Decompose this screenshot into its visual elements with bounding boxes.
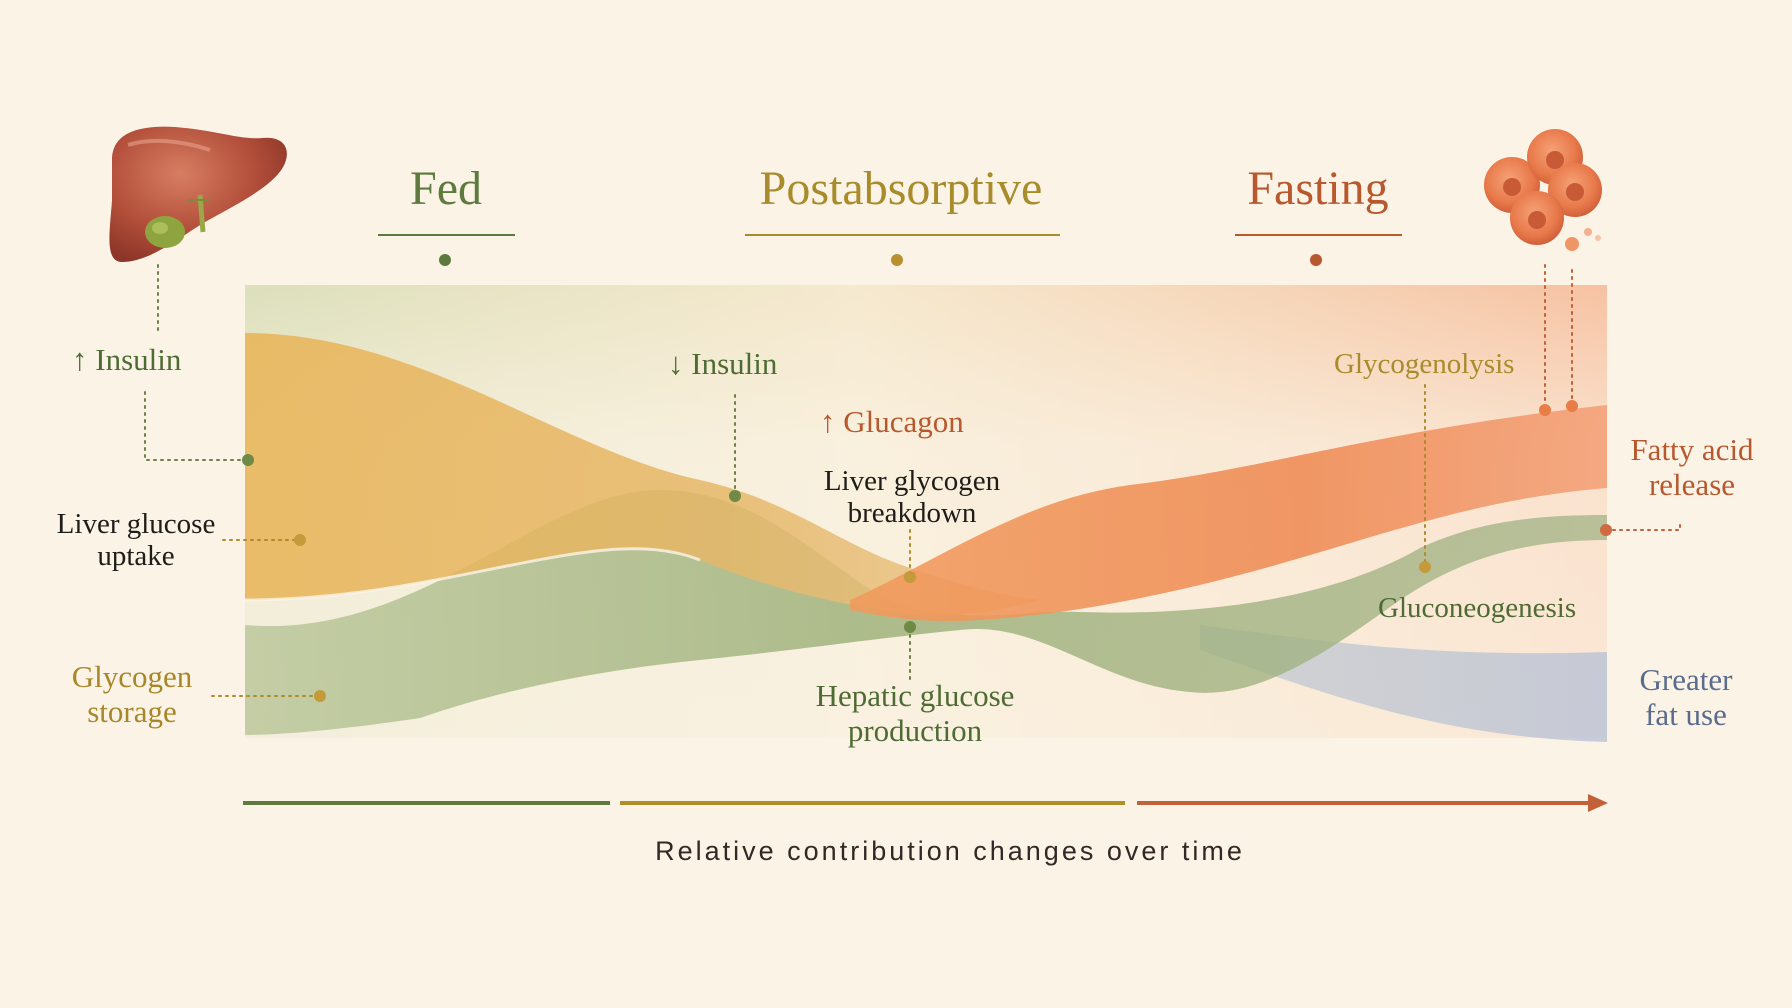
label-glucagon-up: ↑ Glucagon — [820, 404, 964, 439]
label-liver-glucose-uptake-line1: Liver glucose — [56, 508, 216, 540]
marker-insulin-down — [729, 490, 741, 502]
postabsorptive-dot — [891, 254, 903, 266]
marker-hepatic-glucose-production — [904, 621, 916, 633]
phase-title-fed: Fed — [410, 162, 482, 215]
label-glycogen-storage-line2: storage — [87, 693, 177, 729]
fat-cells-icon — [1484, 129, 1602, 251]
axis-arrowhead — [1588, 794, 1608, 812]
label-fatty-acid-release: Fatty acid release — [1630, 432, 1754, 502]
fasting-dot — [1310, 254, 1322, 266]
label-liver-glucose-uptake: Liver glucose uptake — [57, 508, 216, 573]
orange-band — [850, 405, 1607, 622]
gold-band — [245, 333, 1040, 616]
fed-dot — [439, 254, 451, 266]
marker-fatty-acid-release — [1600, 524, 1612, 536]
label-fatty-acid-release-line2: release — [1648, 466, 1736, 502]
label-glycogenolysis: Glycogenolysis — [1334, 348, 1515, 380]
label-hepatic-glucose-production-line2: production — [847, 712, 983, 748]
label-hepatic-glucose-production-line1: Hepatic glucose — [815, 678, 1015, 713]
label-liver-glycogen-breakdown-line2: breakdown — [847, 497, 977, 530]
liver-icon — [109, 126, 287, 262]
label-glycogen-storage: Glycogen storage — [71, 659, 193, 729]
label-greater-fat-use: Greater fat use — [1639, 662, 1733, 732]
phase-title-fasting: Fasting — [1247, 162, 1389, 215]
axis-caption: Relative contribution changes over time — [655, 836, 1245, 866]
label-gluconeogenesis: Gluconeogenesis — [1378, 592, 1577, 624]
marker-glycogenolysis — [1419, 561, 1431, 573]
label-fatty-acid-release-line1: Fatty acid — [1630, 432, 1754, 467]
phase-title-postabsorptive: Postabsorptive — [759, 162, 1043, 215]
marker-liver-glycogen-breakdown — [904, 571, 916, 583]
label-liver-glucose-uptake-line2: uptake — [97, 540, 175, 573]
label-insulin-up: ↑ Insulin — [72, 342, 182, 377]
label-greater-fat-use-line1: Greater — [1639, 662, 1733, 697]
marker-fatty-acid-a — [1539, 404, 1551, 416]
label-greater-fat-use-line2: fat use — [1645, 696, 1727, 732]
marker-glycogen-storage — [314, 690, 326, 702]
marker-fatty-acid-b — [1566, 400, 1578, 412]
label-glycogen-storage-line1: Glycogen — [71, 659, 193, 694]
label-liver-glycogen-breakdown: Liver glycogen breakdown — [824, 465, 1000, 530]
marker-fed-insulin — [242, 454, 254, 466]
label-liver-glycogen-breakdown-line1: Liver glycogen — [823, 465, 1001, 497]
label-insulin-down: ↓ Insulin — [668, 346, 778, 381]
label-hepatic-glucose-production: Hepatic glucose production — [815, 678, 1015, 748]
marker-liver-glucose-uptake — [294, 534, 306, 546]
